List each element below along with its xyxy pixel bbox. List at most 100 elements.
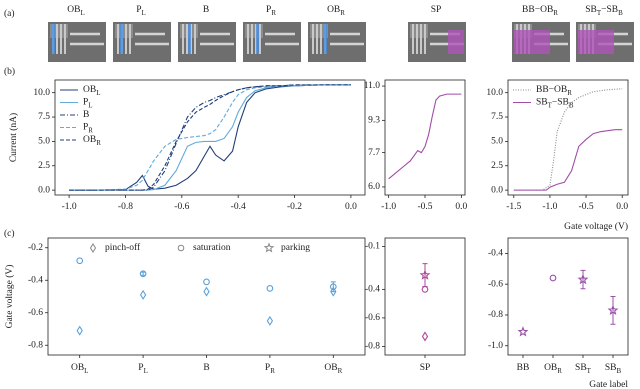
y-tick-label: -0.8 — [365, 342, 380, 352]
label-text: BB−OB — [536, 85, 567, 95]
highlighted-gate — [52, 24, 55, 54]
label-subscript: R — [96, 139, 101, 147]
gate-finger — [251, 24, 253, 54]
gate-lead — [330, 32, 364, 46]
scatter-marker — [139, 289, 147, 300]
y-tick-label: -0.4 — [365, 285, 380, 295]
label-text: P — [265, 363, 270, 373]
legend-label: BB−OBR — [536, 85, 572, 96]
highlighted-gate — [578, 30, 614, 54]
gate-lead — [135, 32, 169, 46]
gate-finger — [247, 24, 249, 54]
scatter-marker — [139, 270, 147, 278]
y-axis-label: Current (nA) — [8, 113, 19, 162]
label-text: OB — [544, 363, 557, 373]
image-label: B — [203, 5, 209, 15]
label-subscript: B — [569, 101, 574, 109]
x-tick-label: -0.4 — [231, 202, 246, 212]
panel-label: (b) — [4, 66, 15, 77]
y-tick-label: 2.5 — [491, 161, 503, 171]
gate-finger — [182, 24, 184, 54]
label-subscript: L — [144, 367, 148, 375]
gate-finger — [125, 24, 127, 54]
x-tick-label: 0.0 — [616, 202, 628, 212]
scatter-marker — [421, 331, 429, 342]
scatter-marker — [549, 274, 557, 282]
gate-finger — [420, 24, 422, 54]
y-tick-label: -0.8 — [488, 310, 503, 320]
y-tick-label: -0.4 — [28, 275, 43, 285]
x-tick-label: OBL — [71, 363, 88, 374]
image-label: OBL — [67, 5, 84, 16]
gate-finger — [64, 24, 66, 54]
label-text: B — [203, 5, 209, 15]
label-text: P — [138, 363, 143, 373]
y-tick-label: 11.0 — [364, 81, 381, 91]
device-image-detail — [310, 24, 328, 38]
label-subscript: L — [96, 89, 100, 97]
y-axis-label: Gate voltage (V) — [4, 265, 15, 329]
y-tick-label: -0.4 — [488, 249, 503, 259]
legend-marker — [177, 244, 185, 252]
y-tick-label: 7.5 — [38, 112, 50, 122]
image-label: PR — [266, 5, 276, 16]
x-tick-label: -0.5 — [579, 202, 594, 212]
gate-finger — [129, 24, 131, 54]
label-subscript: R — [270, 367, 275, 375]
x-tick-label: -0.5 — [417, 202, 432, 212]
gate-finger — [56, 24, 58, 54]
label-text: P — [266, 5, 271, 15]
legend-label: B — [83, 110, 89, 120]
y-tick-label: 7.7 — [368, 148, 380, 158]
label-text: SP — [431, 5, 442, 15]
error-bar — [422, 263, 428, 288]
image-label: OBR — [327, 5, 345, 16]
label-subscript: L — [88, 101, 92, 109]
y-tick-label: -0.6 — [365, 313, 380, 323]
gate-finger — [320, 24, 322, 54]
y-tick-label: -0.6 — [28, 308, 43, 318]
label-text: SB — [605, 363, 617, 373]
x-tick-label: -0.2 — [287, 202, 302, 212]
gate-finger — [316, 24, 318, 54]
legend-marker — [263, 242, 275, 253]
x-tick-label: OBR — [324, 363, 342, 374]
y-tick-label: -1.0 — [488, 341, 503, 351]
y-tick-label: 0.0 — [491, 185, 503, 195]
scatter-marker — [577, 273, 589, 285]
highlighted-gate — [514, 30, 550, 54]
axes-frame — [507, 237, 629, 356]
image-label: PL — [136, 5, 146, 16]
x-tick-label: SP — [420, 363, 431, 373]
label-text: OB — [324, 363, 337, 373]
error-bar — [140, 271, 146, 276]
x-tick-label: PL — [138, 363, 148, 374]
x-tick-label: SBB — [605, 363, 622, 374]
legend-label: SBT−SBB — [536, 98, 574, 109]
label-subscript: R — [567, 89, 572, 97]
label-text: −SB — [552, 98, 569, 108]
image-label: SP — [431, 5, 442, 15]
legend-label: pinch-off — [105, 242, 141, 253]
label-text: OB — [67, 5, 80, 15]
highlighted-gate — [256, 24, 259, 54]
gate-lead — [200, 32, 234, 46]
label-subscript: R — [271, 9, 276, 17]
label-subscript: T — [587, 367, 592, 375]
error-bar — [580, 269, 586, 290]
axes-frame — [507, 79, 629, 196]
label-text: B — [83, 110, 89, 120]
legend-label: PR — [83, 123, 93, 134]
data-line — [513, 88, 623, 191]
scatter-marker — [76, 257, 84, 265]
label-text: B — [203, 363, 209, 373]
highlighted-gate — [448, 30, 464, 54]
x-tick-label: BB — [517, 363, 530, 373]
scatter-marker — [517, 326, 529, 337]
y-tick-label: 9.3 — [368, 116, 380, 126]
axes-frame — [54, 79, 366, 196]
x-tick-label: -0.6 — [174, 202, 189, 212]
legend-label: OBR — [83, 135, 101, 146]
label-text: P — [83, 123, 88, 133]
